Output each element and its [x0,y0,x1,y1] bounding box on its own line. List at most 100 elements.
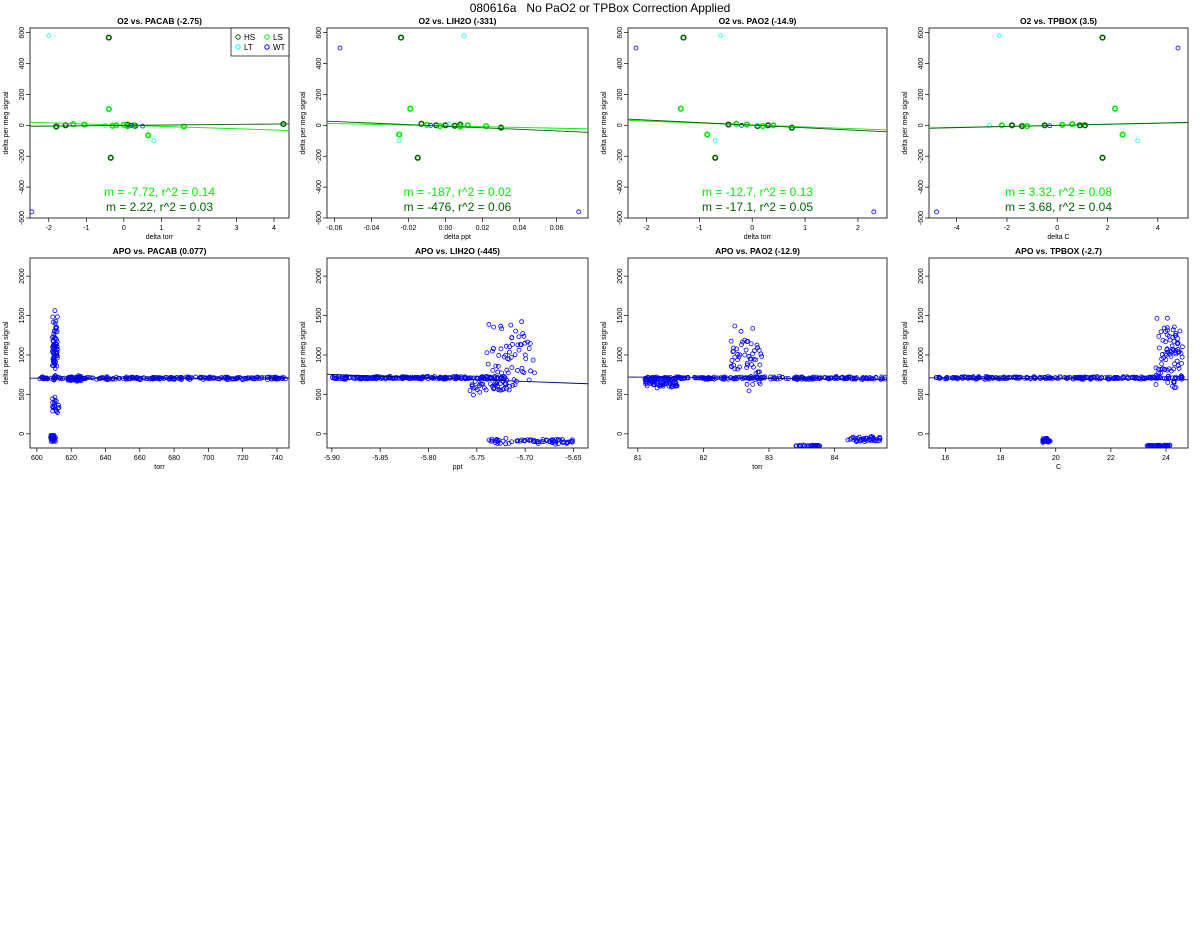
data-point-wt [732,323,738,329]
y-tick-label: 2000 [617,268,624,284]
data-point-wt [768,374,773,380]
y-axis-label: delta per meg signal [902,91,909,154]
data-point-wt [761,375,767,381]
data-point-hs [442,122,449,129]
data-point-wt [498,346,504,352]
plot-frame [326,27,589,219]
data-point-wt [853,375,859,381]
x-tick-label: 620 [65,455,77,462]
data-point-wt [1172,350,1178,356]
data-point-wt [386,374,391,380]
data-point-ls [407,105,414,112]
data-point-wt [495,386,501,392]
data-point-ls [998,122,1006,129]
data-point-wt [950,374,956,380]
data-point-wt [259,375,265,380]
data-point-wt [512,382,518,387]
x-axis-label: delta torr [744,234,772,241]
legend-marker-ls [264,34,270,40]
data-point-wt [54,355,60,361]
data-point-ls [396,131,403,138]
y-tick-label: 2000 [19,268,26,284]
x-tick-label: -5.85 [372,455,388,462]
data-point-wt [1171,338,1177,344]
y-tick-label: 0 [918,123,925,127]
data-point-wt [96,376,102,382]
x-tick-label: 0 [122,225,126,232]
y-tick-label: -400 [19,180,26,194]
data-point-wt [1174,358,1180,364]
data-point-wt [735,352,740,357]
data-point-wt [491,324,497,330]
data-point-wt [744,365,750,370]
data-point-wt [1171,380,1177,385]
data-point-wt [187,377,193,382]
x-tick-label: 0.00 [439,225,453,232]
data-point-wt [1141,376,1147,382]
data-point-wt [1173,374,1179,380]
regression-annotation: m = 3.68, r^2 = 0.04 [1005,200,1112,214]
data-point-wt [519,437,525,443]
data-point-wt [1063,375,1069,381]
y-tick-label: 600 [617,27,624,39]
data-point-wt [1167,337,1173,343]
x-tick-label: -5.65 [566,455,582,462]
data-point-wt [52,373,58,378]
data-point-wt [1176,375,1181,381]
data-point-wt [1179,354,1185,360]
data-point-wt [528,368,533,374]
legend-marker-hs [235,34,241,40]
data-point-lt [461,33,467,39]
data-point-wt [1146,443,1152,448]
data-point-wt [506,356,512,362]
data-point-wt [134,376,140,382]
data-point-wt [737,364,743,370]
data-point-wt [794,443,800,448]
data-point-hs [680,34,687,41]
data-point-wt [1039,375,1045,381]
data-point-wt [54,339,60,345]
data-point-wt [51,343,57,349]
data-point-wt [515,342,521,348]
data-point-wt [510,341,515,347]
data-point-wt [382,375,388,381]
data-point-wt [845,375,850,381]
data-point-wt [738,328,744,334]
regression-annotation: m = -12.7, r^2 = 0.13 [702,185,813,199]
legend-label: LS [273,33,283,42]
y-tick-label: 1000 [918,347,925,363]
y-tick-label: 1500 [19,308,26,324]
data-point-wt [996,376,1002,382]
data-point-wt [491,346,496,351]
fit-line [327,373,588,385]
data-point-wt [272,376,278,382]
data-point-wt [514,438,520,444]
data-point-wt [751,364,756,370]
data-point-wt [1164,442,1170,448]
x-tick-label: 2 [1106,225,1110,232]
y-axis-label: delta per meg signal [3,91,10,154]
y-tick-label: 0 [19,432,26,436]
data-point-wt [337,376,342,382]
data-point-hs [53,123,60,130]
plot-area [30,308,289,444]
data-point-wt [1159,361,1165,367]
data-point-wt [1175,363,1181,369]
data-point-wt [53,318,59,324]
data-point-wt [485,361,491,367]
chart-title: O2 vs. PAO2 (-14.9) [719,16,797,26]
data-point-wt [807,443,813,448]
x-axis-label: torr [752,464,763,471]
data-point-hs [1008,122,1016,129]
data-point-wt [661,380,666,386]
data-point-wt [504,367,510,373]
data-point-wt [519,365,525,371]
y-tick-label: -200 [918,149,925,163]
data-point-ls [1111,105,1119,112]
data-point-wt [425,374,431,379]
data-point-wt [76,377,82,382]
data-point-wt [430,375,436,380]
legend-marker-lt [235,44,241,50]
chart-panel-8: APO vs. TPBOX (-2.7) 16 18 20 22 24 0 500 1000 15… [902,246,1189,471]
data-point-wt [1171,324,1177,330]
